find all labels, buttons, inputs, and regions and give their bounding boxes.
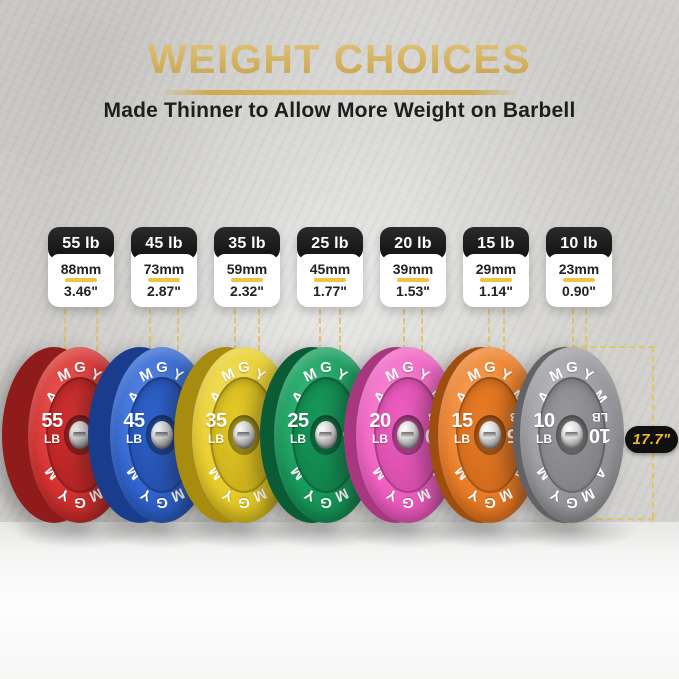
thickness-inch: 2.87" [147,282,181,299]
page-subtitle: Made Thinner to Allow More Weight on Bar… [103,99,576,122]
gold-divider [480,277,512,282]
thickness-guide-lines [64,309,98,351]
hub-slot [237,432,250,438]
gold-divider [231,277,263,282]
hub [233,421,255,449]
thickness-mm: 29mm [475,260,517,277]
thickness-guide-lines [149,309,179,351]
weight-label-left: 35 LB [205,410,227,446]
gold-divider [563,277,595,282]
brand-letter: G [566,359,578,376]
hub-slot [565,432,578,438]
thickness-inch: 1.53" [396,282,430,299]
hub-slot [319,432,332,438]
thickness-guide-lines [234,309,260,351]
diameter-badge: 17.7" [625,426,678,453]
hub [397,421,419,449]
brand-letter: G [156,494,168,511]
page-title: WEIGHT CHOICES [0,36,679,83]
brand-letter: G [156,359,168,376]
hub-slot [73,432,86,438]
thickness-inch: 1.14" [479,282,513,299]
brand-letter: G [320,359,332,376]
brand-letter: G [320,494,332,511]
brand-letter: G [402,359,414,376]
gold-divider [65,277,97,282]
thickness-guide-lines [403,309,423,351]
hub [315,421,337,449]
brand-letter: G [238,494,250,511]
hub-slot [483,432,496,438]
spec-card-15lb: 15 lb 29mm 1.14" [463,227,529,307]
brand-letter: G [238,359,250,376]
spec-card-20lb: 20 lb 39mm 1.53" [380,227,446,307]
gold-divider [397,277,429,282]
spec-card-10lb: 10 lb 23mm 0.90" [546,227,612,307]
hub-slot [155,432,168,438]
weight-label-left: 10 LB [533,410,555,446]
hub [479,421,501,449]
weight-label-left: 20 LB [369,410,391,446]
thickness-inch: 2.32" [230,282,264,299]
thickness-guide-lines [571,309,587,351]
thickness-mm: 59mm [226,260,268,277]
thickness-mm: 39mm [392,260,434,277]
brand-letter: G [74,494,86,511]
diameter-guide-top [562,346,654,348]
thickness-guide-lines [319,309,341,351]
weight-label-left: 55 LB [41,410,63,446]
spec-card-25lb: 25 lb 45mm 1.77" [297,227,363,307]
floor [0,522,679,679]
hub [151,421,173,449]
gold-divider [148,277,180,282]
brand-letter: G [484,359,496,376]
thickness-inch: 3.46" [64,282,98,299]
thickness-inch: 1.77" [313,282,347,299]
brand-letter: G [566,494,578,511]
hub-slot [401,432,414,438]
gold-divider [314,277,346,282]
brand-letter: G [74,359,86,376]
thickness-mm: 23mm [558,260,600,277]
brand-letter: G [484,494,496,511]
diameter-guide-bottom [596,518,654,520]
thickness-mm: 73mm [143,260,185,277]
weight-label-right: 10 LB [589,410,611,446]
weight-label-left: 25 LB [287,410,309,446]
spec-card-45lb: 45 lb 73mm 2.87" [131,227,197,307]
hub [561,421,583,449]
spec-card-35lb: 35 lb 59mm 2.32" [214,227,280,307]
brand-letter: G [402,494,414,511]
diameter-value: 17.7" [632,431,671,448]
spec-card-55lb: 55 lb 88mm 3.46" [48,227,114,307]
hub [69,421,91,449]
thickness-guide-lines [487,309,505,351]
thickness-inch: 0.90" [562,282,596,299]
thickness-mm: 45mm [309,260,351,277]
weight-label-left: 15 LB [451,410,473,446]
weight-label-left: 45 LB [123,410,145,446]
thickness-mm: 88mm [60,260,102,277]
title-underline [159,90,521,95]
